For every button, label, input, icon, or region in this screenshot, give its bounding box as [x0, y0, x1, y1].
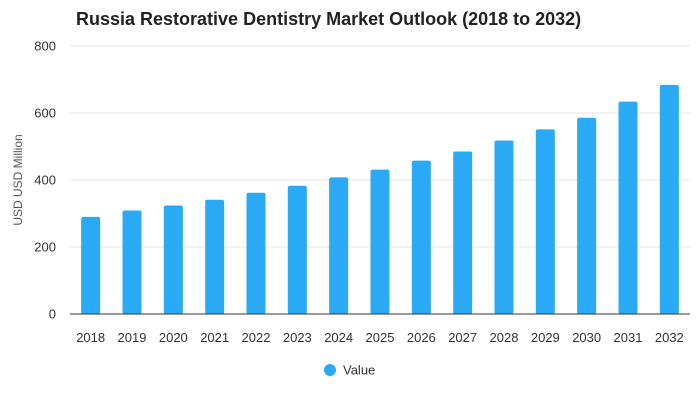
bar-2026[interactable]: [411, 160, 431, 314]
y-tick-label: 600: [34, 106, 56, 121]
x-tick-label: 2025: [366, 330, 395, 345]
y-axis-ticks: 0 200 400 600 800: [34, 39, 56, 322]
bar-2030[interactable]: [577, 117, 597, 314]
bar-2018[interactable]: [81, 216, 101, 314]
x-tick-label: 2029: [531, 330, 560, 345]
bar-2032[interactable]: [659, 84, 679, 314]
x-tick-label: 2028: [490, 330, 519, 345]
y-tick-label: 0: [49, 307, 56, 322]
x-tick-label: 2022: [242, 330, 271, 345]
bar-2022[interactable]: [246, 192, 266, 314]
bar-2021[interactable]: [205, 199, 225, 314]
bar-2025[interactable]: [370, 169, 390, 314]
x-tick-label: 2024: [324, 330, 353, 345]
x-tick-label: 2019: [118, 330, 147, 345]
x-tick-label: 2020: [159, 330, 188, 345]
bar-2019[interactable]: [122, 210, 142, 314]
y-tick-label: 800: [34, 39, 56, 54]
chart-title: Russia Restorative Dentistry Market Outl…: [76, 9, 582, 29]
legend-marker: [324, 364, 336, 376]
x-tick-label: 2031: [614, 330, 643, 345]
bar-2023[interactable]: [287, 185, 307, 314]
bars: [81, 84, 679, 314]
bar-2020[interactable]: [163, 205, 183, 314]
legend[interactable]: Value: [324, 363, 375, 378]
x-tick-label: 2026: [407, 330, 436, 345]
y-axis-title: USD USD Million: [11, 134, 25, 225]
legend-label: Value: [343, 363, 375, 378]
y-tick-label: 400: [34, 173, 56, 188]
x-tick-label: 2032: [655, 330, 684, 345]
x-tick-label: 2021: [200, 330, 229, 345]
y-tick-label: 200: [34, 240, 56, 255]
x-tick-label: 2023: [283, 330, 312, 345]
bar-2031[interactable]: [618, 101, 638, 314]
x-tick-label: 2027: [448, 330, 477, 345]
x-axis-ticks: 2018 2019 2020 2021 2022 2023 2024 2025 2026 2027…: [76, 330, 684, 345]
x-tick-label: 2030: [572, 330, 601, 345]
bar-2028[interactable]: [494, 140, 514, 314]
bar-2024[interactable]: [329, 177, 349, 314]
bar-2027[interactable]: [453, 151, 473, 314]
bar-2029[interactable]: [535, 129, 555, 314]
x-tick-label: 2018: [76, 330, 105, 345]
